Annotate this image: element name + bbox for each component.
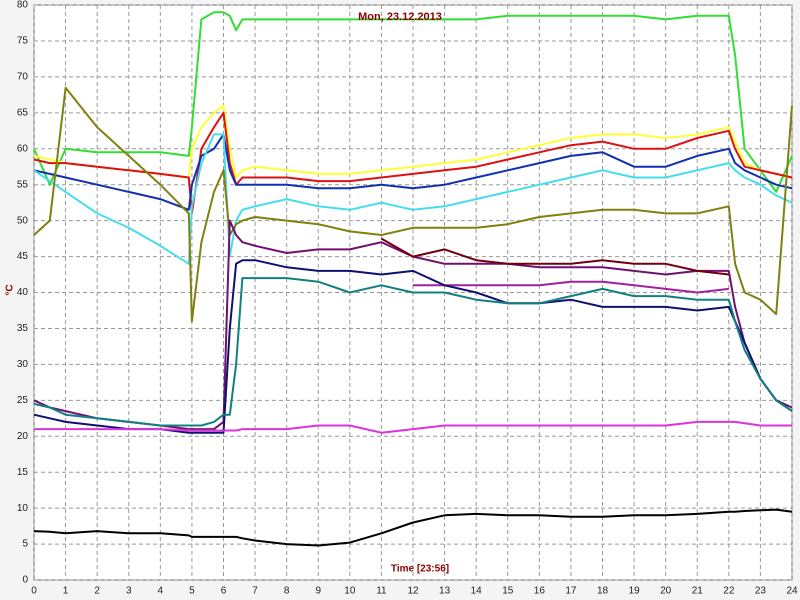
y-tick-label: 25 (17, 395, 29, 406)
x-tick-label: 13 (439, 586, 451, 597)
y-tick-label: 75 (17, 36, 29, 47)
series-line (413, 280, 729, 294)
x-tick-label: 6 (221, 586, 227, 597)
x-tick-label: 9 (315, 586, 321, 597)
x-tick-label: 7 (252, 586, 258, 597)
x-axis-label: Time [23:56] (391, 564, 449, 575)
y-tick-label: 35 (17, 323, 29, 334)
y-tick-label: 15 (17, 467, 29, 478)
series-line (33, 277, 793, 427)
series-line (380, 237, 729, 276)
x-tick-label: 24 (786, 586, 798, 597)
series-line (33, 86, 793, 323)
x-tick-label: 16 (534, 586, 546, 597)
x-tick-label: 5 (189, 586, 195, 597)
x-tick-label: 21 (692, 586, 704, 597)
x-tick-label: 1 (63, 586, 69, 597)
y-tick-label: 50 (17, 215, 29, 226)
y-tick-label: 70 (17, 72, 29, 83)
x-tick-label: 22 (723, 586, 735, 597)
y-tick-label: 55 (17, 179, 29, 190)
y-tick-label: 65 (17, 107, 29, 118)
x-tick-label: 0 (31, 586, 37, 597)
y-tick-label: 5 (22, 539, 28, 550)
x-tick-label: 12 (407, 586, 419, 597)
y-tick-label: 80 (17, 0, 29, 11)
x-tick-label: 8 (284, 586, 290, 597)
x-tick-label: 20 (660, 586, 672, 597)
series-line (33, 219, 793, 431)
chart-title: Mon, 23.12.2013 (358, 11, 442, 23)
x-tick-label: 4 (158, 586, 164, 597)
series-line (33, 133, 793, 265)
x-tick-label: 15 (502, 586, 514, 597)
y-tick-label: 60 (17, 143, 29, 154)
y-axis-label: °C (5, 284, 16, 295)
y-tick-label: 30 (17, 359, 29, 370)
series-line (33, 508, 793, 547)
x-tick-label: 17 (565, 586, 577, 597)
y-tick-label: 0 (22, 575, 28, 586)
y-tick-label: 10 (17, 503, 29, 514)
x-tick-label: 2 (94, 586, 100, 597)
series-line (34, 420, 792, 434)
x-tick-label: 11 (376, 586, 387, 597)
x-tick-label: 18 (597, 586, 609, 597)
x-tick-label: 10 (344, 586, 356, 597)
x-tick-label: 23 (755, 586, 767, 597)
series-line (33, 11, 793, 193)
y-tick-label: 20 (17, 431, 29, 442)
x-tick-label: 19 (629, 586, 641, 597)
x-tick-label: 14 (471, 586, 483, 597)
x-tick-label: 3 (126, 586, 132, 597)
series-line (33, 111, 793, 215)
series-line (33, 259, 793, 434)
series-line (33, 133, 793, 211)
y-tick-label: 40 (17, 287, 29, 298)
y-tick-label: 45 (17, 251, 29, 262)
